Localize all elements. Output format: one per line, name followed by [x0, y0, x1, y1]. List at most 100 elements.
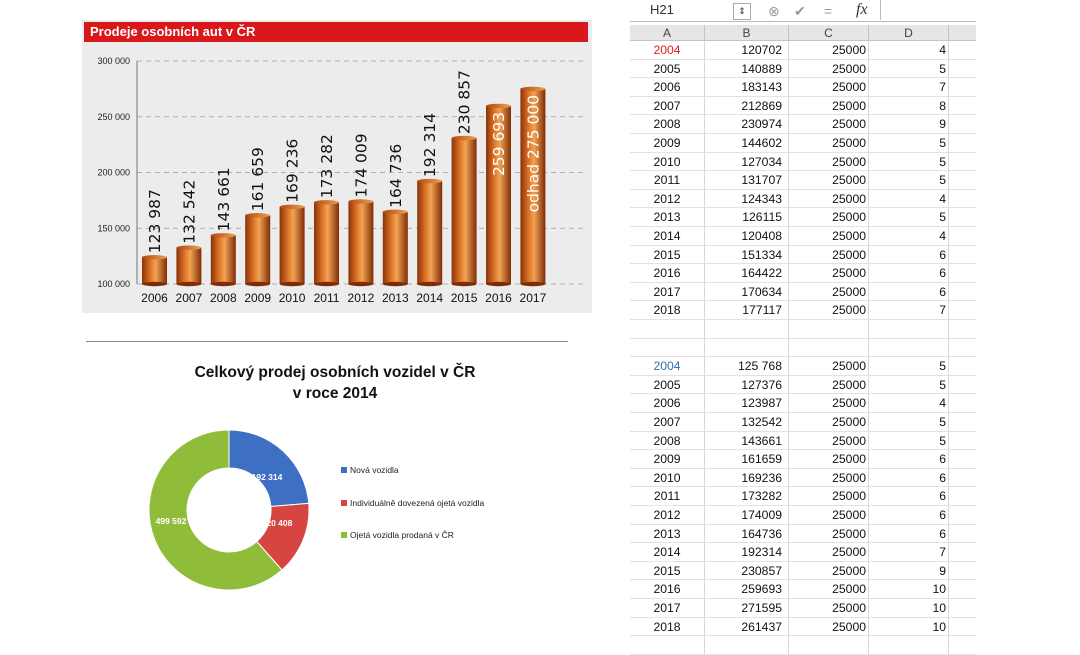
table1-row-cell-b[interactable]: 170634 — [705, 282, 789, 302]
table2-row-cell-a[interactable]: 2008 — [630, 431, 705, 451]
table2-row-cell-e[interactable] — [949, 357, 976, 376]
blank-row-cell-e[interactable] — [949, 339, 976, 358]
table1-row-cell-c[interactable]: 25000 — [789, 152, 869, 172]
table2-row-cell-a[interactable]: 2018 — [630, 617, 705, 637]
table2-row-cell-b[interactable]: 143661 — [705, 431, 789, 451]
table2-row-cell-b[interactable]: 192314 — [705, 543, 789, 562]
blank-row-cell-c[interactable] — [789, 320, 869, 339]
blank-row-cell-a[interactable] — [630, 338, 705, 358]
table2-row-cell-c[interactable]: 25000 — [789, 580, 869, 599]
table2-row-cell-e[interactable] — [949, 562, 976, 581]
table2-row-cell-e[interactable] — [949, 580, 976, 599]
table2-row-cell-b[interactable]: 259693 — [705, 580, 789, 599]
table2-row-cell-c[interactable]: 25000 — [789, 357, 869, 376]
table1-row-cell-a[interactable]: 2017 — [630, 282, 705, 302]
column-header-d[interactable]: D — [869, 25, 949, 41]
table1-row-cell-a[interactable]: 2004 — [630, 41, 705, 60]
table1-row-cell-d[interactable]: 6 — [869, 264, 949, 283]
table2-row-cell-c[interactable]: 25000 — [789, 468, 869, 488]
blank-row-cell-a[interactable] — [630, 320, 705, 339]
table1-row-cell-d[interactable]: 9 — [869, 115, 949, 134]
blank-row-cell-c[interactable] — [789, 338, 869, 358]
blank-row-cell-e[interactable] — [949, 636, 976, 655]
table1-row-cell-c[interactable]: 25000 — [789, 59, 869, 79]
name-box-dropdown-icon[interactable]: ⇕ — [733, 3, 751, 20]
table1-row-cell-b[interactable]: 120702 — [705, 41, 789, 60]
table1-row-cell-d[interactable]: 7 — [869, 301, 949, 320]
table2-row-cell-b[interactable]: 123987 — [705, 394, 789, 413]
table2-row-cell-a[interactable]: 2004 — [630, 357, 705, 376]
table1-row-cell-e[interactable] — [949, 41, 976, 60]
table1-row-cell-e[interactable] — [949, 208, 976, 227]
blank-row-cell-d[interactable] — [869, 320, 949, 339]
table2-row-cell-a[interactable]: 2011 — [630, 487, 705, 506]
table2-row-cell-e[interactable] — [949, 599, 976, 618]
table1-row-cell-b[interactable]: 131707 — [705, 171, 789, 190]
table1-row-cell-e[interactable] — [949, 97, 976, 116]
table1-row-cell-d[interactable]: 5 — [869, 59, 949, 79]
column-header-b[interactable]: B — [705, 25, 789, 41]
table2-row-cell-b[interactable]: 230857 — [705, 561, 789, 581]
table2-row-cell-e[interactable] — [949, 506, 976, 525]
table1-row-cell-a[interactable]: 2010 — [630, 152, 705, 172]
table1-row-cell-e[interactable] — [949, 246, 976, 265]
table2-row-cell-c[interactable]: 25000 — [789, 543, 869, 562]
table1-row-cell-d[interactable]: 5 — [869, 171, 949, 190]
table2-row-cell-c[interactable]: 25000 — [789, 524, 869, 544]
table2-row-cell-a[interactable]: 2014 — [630, 543, 705, 562]
table2-row-cell-b[interactable]: 132542 — [705, 413, 789, 432]
table2-row-cell-e[interactable] — [949, 376, 976, 395]
table1-row-cell-d[interactable]: 4 — [869, 41, 949, 60]
table2-row-cell-c[interactable]: 25000 — [789, 561, 869, 581]
table2-row-cell-d[interactable]: 6 — [869, 468, 949, 488]
table2-row-cell-a[interactable]: 2013 — [630, 524, 705, 544]
table1-row-cell-a[interactable]: 2015 — [630, 245, 705, 265]
table2-row-cell-a[interactable]: 2010 — [630, 468, 705, 488]
table1-row-cell-e[interactable] — [949, 171, 976, 190]
table2-row-cell-a[interactable]: 2009 — [630, 450, 705, 469]
table1-row-cell-e[interactable] — [949, 227, 976, 246]
table1-row-cell-c[interactable]: 25000 — [789, 264, 869, 283]
table2-row-cell-a[interactable]: 2005 — [630, 375, 705, 395]
table1-row-cell-b[interactable]: 230974 — [705, 115, 789, 134]
cancel-icon[interactable]: ⊗ — [768, 3, 780, 19]
table2-row-cell-b[interactable]: 271595 — [705, 599, 789, 618]
table1-row-cell-c[interactable]: 25000 — [789, 245, 869, 265]
table2-row-cell-c[interactable]: 25000 — [789, 413, 869, 432]
table1-row-cell-b[interactable]: 127034 — [705, 152, 789, 172]
blank-row-cell-c[interactable] — [789, 636, 869, 655]
table1-row-cell-c[interactable]: 25000 — [789, 41, 869, 60]
table2-row-cell-d[interactable]: 6 — [869, 506, 949, 525]
table2-row-cell-b[interactable]: 125 768 — [705, 357, 789, 376]
table1-row-cell-e[interactable] — [949, 190, 976, 209]
table1-row-cell-a[interactable]: 2008 — [630, 115, 705, 134]
blank-row-cell-d[interactable] — [869, 636, 949, 655]
table2-row-cell-c[interactable]: 25000 — [789, 506, 869, 525]
table1-row-cell-d[interactable]: 7 — [869, 78, 949, 97]
table2-row-cell-c[interactable]: 25000 — [789, 599, 869, 618]
table2-row-cell-e[interactable] — [949, 487, 976, 506]
table2-row-cell-e[interactable] — [949, 618, 976, 637]
table2-row-cell-c[interactable]: 25000 — [789, 431, 869, 451]
table1-row-cell-e[interactable] — [949, 283, 976, 302]
table1-row-cell-d[interactable]: 8 — [869, 96, 949, 116]
table1-row-cell-d[interactable]: 5 — [869, 134, 949, 153]
table1-row-cell-e[interactable] — [949, 264, 976, 283]
table2-row-cell-d[interactable]: 4 — [869, 394, 949, 413]
table1-row-cell-d[interactable]: 4 — [869, 227, 949, 246]
table2-row-cell-d[interactable]: 6 — [869, 524, 949, 544]
table2-row-cell-b[interactable]: 127376 — [705, 375, 789, 395]
table1-row-cell-b[interactable]: 183143 — [705, 78, 789, 97]
table2-row-cell-a[interactable]: 2016 — [630, 580, 705, 599]
confirm-icon[interactable]: ✔ — [794, 3, 806, 19]
table2-row-cell-d[interactable]: 10 — [869, 599, 949, 618]
table2-row-cell-b[interactable]: 174009 — [705, 506, 789, 525]
equals-icon[interactable]: = — [824, 3, 833, 19]
table2-row-cell-e[interactable] — [949, 432, 976, 451]
table1-row-cell-e[interactable] — [949, 153, 976, 172]
table2-row-cell-d[interactable]: 6 — [869, 450, 949, 469]
table2-row-cell-e[interactable] — [949, 469, 976, 488]
table2-row-cell-d[interactable]: 10 — [869, 617, 949, 637]
table1-row-cell-a[interactable]: 2012 — [630, 189, 705, 209]
table1-row-cell-a[interactable]: 2006 — [630, 78, 705, 97]
